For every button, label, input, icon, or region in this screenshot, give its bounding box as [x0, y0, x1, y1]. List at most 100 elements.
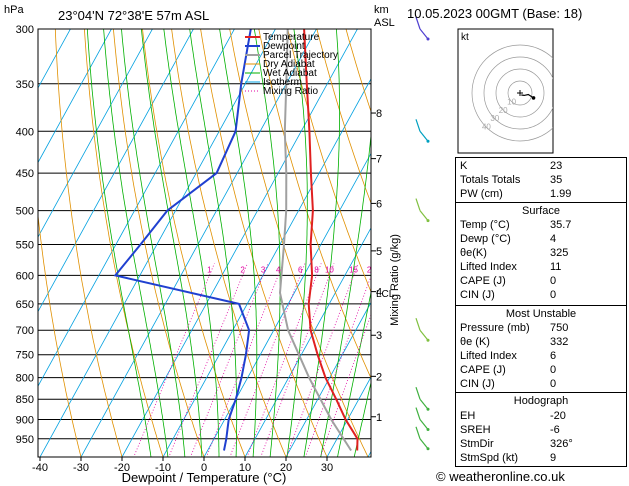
- wind-barb-dot: [426, 407, 430, 411]
- lcl-label: LCL: [376, 289, 395, 300]
- wind-barb-flag: [415, 318, 421, 331]
- x-tick-label: 30: [321, 462, 333, 474]
- mixing-ratio-label: 4: [276, 265, 281, 274]
- wind-barb: [415, 318, 430, 342]
- x-tick-label: -10: [155, 462, 171, 474]
- wind-barb-flag: [415, 119, 421, 132]
- mu-row: Lifted Index 6: [460, 350, 557, 362]
- surface-row: Dewp (°C) 4: [460, 233, 557, 245]
- pressure-tick-label: 400: [16, 126, 34, 138]
- km-tick-label: 2: [376, 371, 382, 383]
- x-tick-label: 0: [201, 462, 207, 474]
- parcel-trajectory-line: [278, 29, 352, 452]
- hodograph-table-title: Hodograph: [513, 395, 569, 407]
- wind-barb: [415, 426, 430, 451]
- wind-barb: [415, 16, 430, 41]
- mixing-ratio-line: [190, 263, 269, 457]
- credit: © weatheronline.co.uk: [436, 469, 565, 484]
- dry-adiabat-line: [38, 212, 82, 457]
- hodograph-trace: [521, 93, 534, 99]
- km-tick-label: 4: [376, 287, 382, 299]
- isotherm-line: [162, 78, 371, 457]
- most-unstable-title: Most Unstable: [505, 308, 577, 320]
- hodograph-box: Hodograph EH -20 SREH -6 StmDir 326° StmSpd…: [455, 392, 627, 467]
- wet-adiabat-line: [353, 380, 371, 457]
- isotherm-line: [38, 29, 153, 238]
- wet-adiabat-line: [86, 29, 152, 457]
- dry-adiabat-line: [316, 29, 371, 205]
- wet-adiabat-line: [121, 29, 186, 457]
- datetime: 10.05.2023 00GMT (Base: 18): [407, 6, 583, 21]
- legend-entry: Dewpoint: [263, 41, 305, 52]
- dry-adiabat-line: [112, 29, 205, 457]
- wind-barb-staff: [419, 28, 429, 40]
- isotherm-line: [38, 29, 112, 164]
- pressure-tick-label: 550: [16, 239, 34, 251]
- temperature-line: [303, 29, 359, 451]
- km-tick-label: 3: [376, 330, 382, 342]
- pressure-tick-label: 650: [16, 299, 34, 311]
- isotherm-line: [38, 29, 194, 313]
- mixing-ratio-label: 10: [325, 265, 334, 274]
- mixing-ratio-label: 6: [298, 265, 303, 274]
- isotherm-line: [39, 29, 276, 457]
- isotherm-line: [121, 29, 358, 457]
- mixing-ratio-label: 2: [240, 265, 245, 274]
- pressure-tick-label: 300: [16, 24, 34, 36]
- legend-entry: Temperature: [263, 32, 320, 43]
- mixing-ratio-label: 1: [207, 265, 212, 274]
- hodograph-ring: [507, 80, 533, 106]
- mu-row: CAPE (J) 0: [460, 364, 557, 376]
- wet-adiabat-line: [140, 29, 203, 457]
- wind-barb-staff: [419, 398, 429, 410]
- wind-barb-dot: [426, 219, 430, 223]
- wind-barb-staff: [419, 419, 429, 430]
- mu-row: CIN (J) 0: [460, 378, 557, 390]
- wind-barb-staff: [419, 130, 429, 142]
- x-tick-label: 10: [239, 462, 251, 474]
- dry-adiabat-line: [200, 29, 328, 457]
- index-row: PW (cm) 1.99: [460, 188, 572, 200]
- surface-row: θe(K) 325: [460, 247, 569, 259]
- hodo-row: EH -20: [460, 410, 566, 422]
- wind-barb-flag: [415, 426, 421, 439]
- surface-box: Surface Temp (°C) 35.7 Dewp (°C) 4 θe(K) 32…: [455, 202, 627, 306]
- wind-barb-flag: [415, 16, 421, 30]
- mixing-ratio-line: [246, 263, 322, 457]
- wet-adiabat-line: [103, 29, 169, 457]
- wind-barb-dot: [426, 447, 430, 451]
- mixing-ratio-label: 20: [367, 265, 376, 274]
- wet-adiabat-line: [189, 29, 238, 457]
- mixing-ratio-line: [206, 263, 284, 457]
- km-tick-label: 5: [376, 246, 382, 258]
- dewpoint-line: [113, 29, 252, 451]
- isotherm-line: [326, 376, 371, 457]
- wind-barb-dot: [426, 139, 430, 143]
- hodograph-ring: [471, 44, 553, 142]
- mixing-ratio-line: [260, 263, 335, 457]
- pressure-tick-label: 900: [16, 415, 34, 427]
- mixing-ratio-label: 8: [314, 265, 319, 274]
- km-label: km: [374, 4, 389, 16]
- surface-title: Surface: [522, 205, 560, 217]
- pressure-tick-label: 450: [16, 168, 34, 180]
- dry-adiabat-line: [142, 29, 246, 457]
- legend-entry: Wet Adiabat: [263, 68, 317, 79]
- hodograph-ring-label: 30: [490, 114, 499, 123]
- wind-barb-flag: [415, 198, 421, 211]
- legend-entry: Isotherm: [263, 77, 302, 88]
- isotherm-line: [0, 5, 2, 475]
- wind-barb: [415, 119, 430, 143]
- hodograph-ring: [483, 56, 553, 130]
- wind-barb-dot: [426, 428, 430, 432]
- wind-barb-staff: [419, 210, 429, 221]
- wet-adiabat-line: [219, 29, 258, 457]
- hodograph-unit-label: kt: [461, 32, 469, 43]
- x-tick-label: -40: [32, 462, 48, 474]
- km-tick-label: 6: [376, 198, 382, 210]
- hodograph-ring-label: 20: [499, 106, 508, 115]
- pressure-tick-label: 600: [16, 270, 34, 282]
- surface-row: CIN (J) 0: [460, 289, 557, 301]
